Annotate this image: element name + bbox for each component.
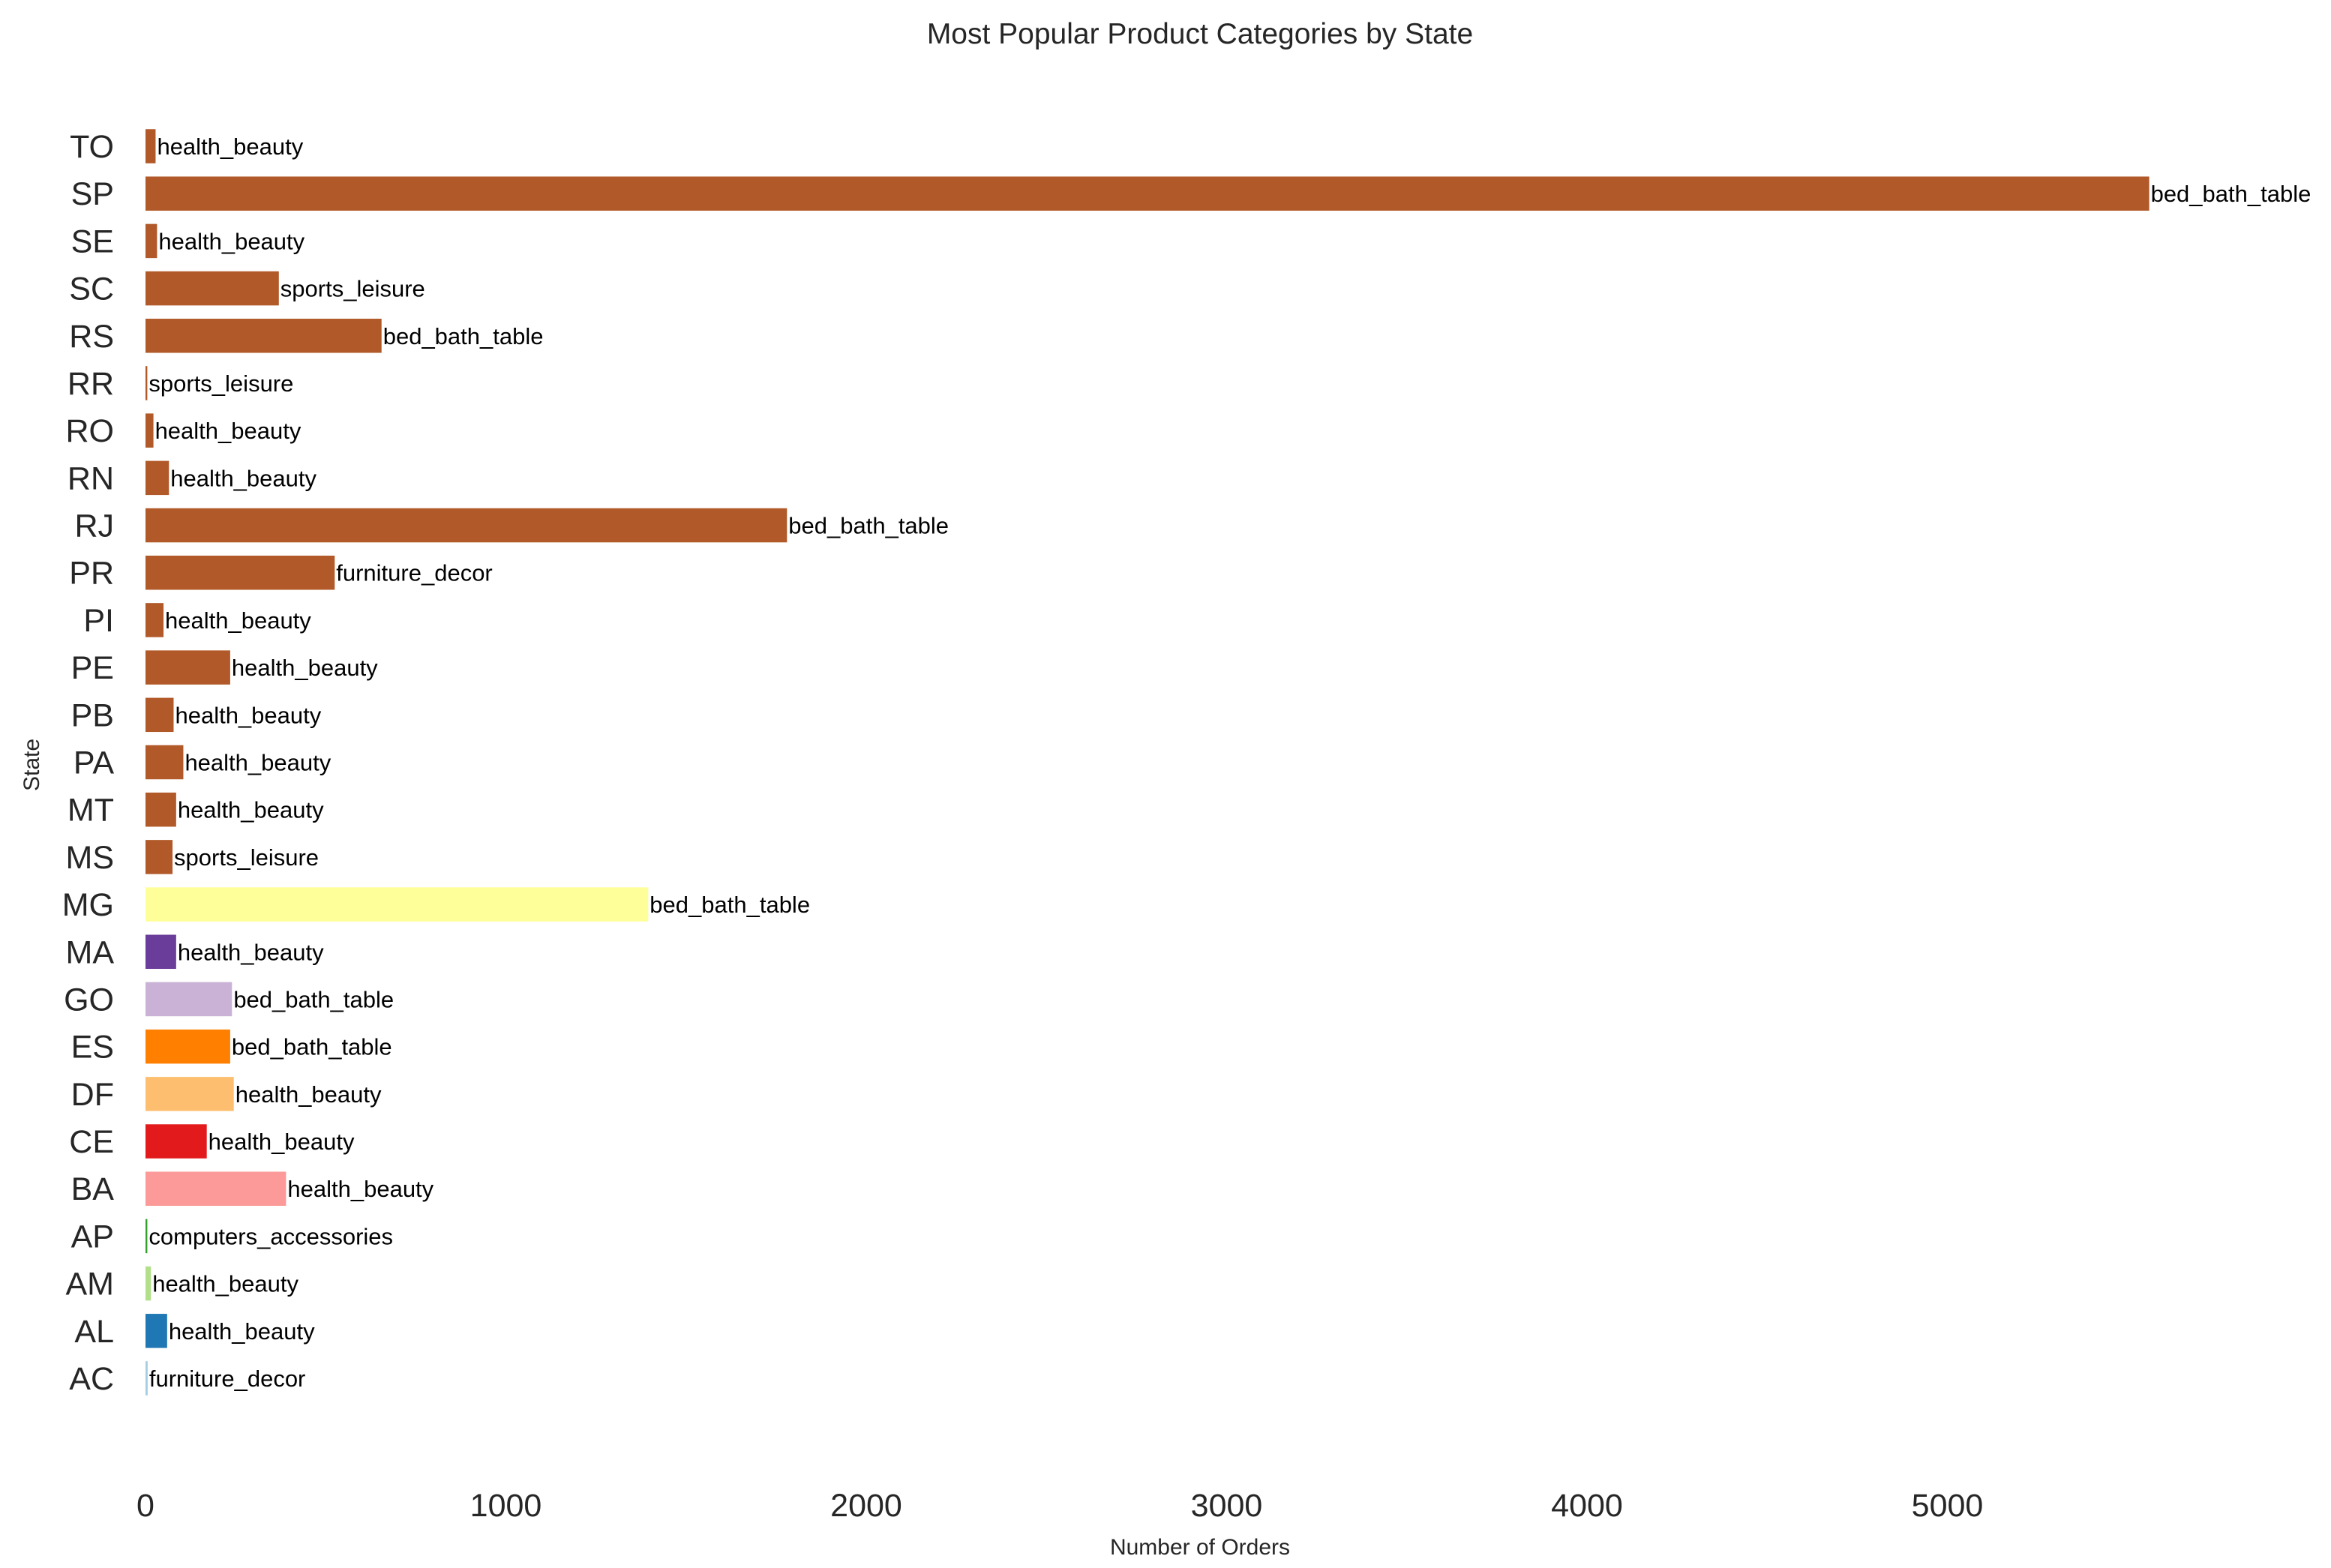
y-tick-label-ce: CE [69, 1124, 114, 1160]
bar-label-al: health_beauty [169, 1318, 315, 1345]
chart-title: Most Popular Product Categories by State [927, 18, 1473, 50]
bar-label-sc: sports_leisure [280, 276, 425, 302]
bar-label-rs: bed_bath_table [383, 323, 544, 349]
bar-ba [146, 1171, 286, 1206]
y-tick-label-pb: PB [71, 697, 114, 733]
bar-label-ms: sports_leisure [174, 844, 319, 871]
x-tick-label-2000: 2000 [830, 1488, 902, 1524]
y-tick-label-rr: RR [68, 366, 114, 402]
bar-label-mg: bed_bath_table [650, 892, 810, 918]
bar-df [146, 1077, 234, 1111]
bar-label-am: health_beauty [152, 1271, 298, 1297]
bar-label-ma: health_beauty [178, 939, 324, 965]
bar-pa [146, 745, 184, 780]
y-tick-label-df: DF [71, 1077, 114, 1113]
y-tick-label-go: GO [64, 982, 114, 1018]
y-tick-label-es: ES [71, 1030, 114, 1066]
bar-label-ac: furniture_decor [149, 1366, 306, 1392]
bar-mt [146, 792, 176, 827]
bar-ms [146, 840, 173, 874]
x-ticks-group: 0 1000 2000 3000 4000 5000 [136, 1488, 1983, 1524]
bar-label-pa: health_beauty [184, 750, 331, 776]
bar-label-se: health_beauty [158, 228, 304, 254]
bar-label-pb: health_beauty [175, 702, 321, 728]
bars-group [146, 129, 2150, 1396]
x-tick-label-4000: 4000 [1551, 1488, 1623, 1524]
bar-sp [146, 176, 2150, 211]
bar-rr [146, 366, 148, 400]
y-axis-label: State [20, 739, 44, 791]
bar-rn [146, 460, 170, 496]
bar-label-pr: furniture_decor [336, 560, 493, 586]
bar-labels-group: health_beauty bed_bath_table health_beauty… [148, 133, 2311, 1392]
bar-label-es: bed_bath_table [232, 1034, 392, 1060]
bar-label-rn: health_beauty [170, 465, 316, 491]
y-tick-label-sp: SP [71, 176, 114, 212]
y-tick-label-al: AL [74, 1314, 114, 1350]
x-tick-label-1000: 1000 [470, 1488, 542, 1524]
bar-label-ro: health_beauty [155, 418, 302, 444]
y-tick-label-to: TO [70, 129, 114, 165]
x-axis-label: Number of Orders [1110, 1535, 1290, 1560]
bar-ap [146, 1219, 148, 1254]
y-tick-label-ma: MA [66, 934, 115, 970]
bar-pr [146, 555, 335, 590]
y-tick-label-rn: RN [68, 460, 114, 496]
bar-go [146, 982, 232, 1017]
bar-label-ce: health_beauty [208, 1129, 355, 1155]
bar-label-sp: bed_bath_table [2151, 181, 2312, 207]
y-ticks-group: TO SP SE SC RS RR RO RN RJ PR PI PE PB PA MT MS MG MA GO ES… [62, 129, 115, 1397]
bar-label-pe: health_beauty [232, 655, 378, 681]
bar-rj [146, 508, 788, 543]
x-tick-label-3000: 3000 [1191, 1488, 1263, 1524]
y-tick-label-ac: AC [69, 1361, 114, 1397]
bar-pi [146, 603, 164, 637]
y-tick-label-ap: AP [71, 1219, 114, 1255]
y-tick-label-am: AM [66, 1267, 115, 1303]
bar-label-ba: health_beauty [287, 1176, 434, 1202]
y-tick-label-rj: RJ [74, 508, 114, 544]
bar-pe [146, 650, 230, 685]
y-tick-label-mg: MG [62, 887, 114, 923]
x-tick-label-5000: 5000 [1912, 1488, 1984, 1524]
y-tick-label-rs: RS [69, 319, 114, 355]
bar-ce [146, 1124, 207, 1159]
bar-label-to: health_beauty [157, 133, 303, 160]
bar-al [146, 1314, 167, 1348]
bar-ro [146, 413, 154, 448]
y-tick-label-pa: PA [74, 745, 114, 781]
bar-label-ap: computers_accessories [148, 1223, 393, 1249]
bar-am [146, 1266, 152, 1301]
bar-ma [146, 934, 176, 970]
bar-label-rr: sports_leisure [148, 370, 293, 397]
bar-label-df: health_beauty [236, 1081, 382, 1108]
y-tick-label-sc: SC [69, 271, 114, 307]
bar-pb [146, 697, 174, 733]
y-tick-label-se: SE [71, 223, 114, 259]
bar-ac [146, 1361, 148, 1396]
y-tick-label-mt: MT [68, 793, 114, 829]
y-tick-label-pr: PR [69, 556, 114, 592]
bar-rs [146, 319, 382, 353]
y-tick-label-ms: MS [66, 840, 115, 876]
y-tick-label-ba: BA [71, 1171, 115, 1207]
bar-se [146, 223, 158, 259]
bar-es [146, 1029, 230, 1064]
y-tick-label-pi: PI [83, 603, 114, 639]
bar-label-rj: bed_bath_table [788, 513, 949, 539]
bar-mg [146, 887, 649, 922]
bar-label-go: bed_bath_table [233, 986, 394, 1012]
bar-sc [146, 271, 279, 306]
y-tick-label-pe: PE [71, 650, 114, 686]
bar-label-mt: health_beauty [178, 797, 324, 823]
bar-to [146, 129, 156, 163]
x-tick-label-0: 0 [136, 1488, 154, 1524]
y-tick-label-ro: RO [66, 413, 115, 449]
bar-label-pi: health_beauty [165, 607, 311, 634]
